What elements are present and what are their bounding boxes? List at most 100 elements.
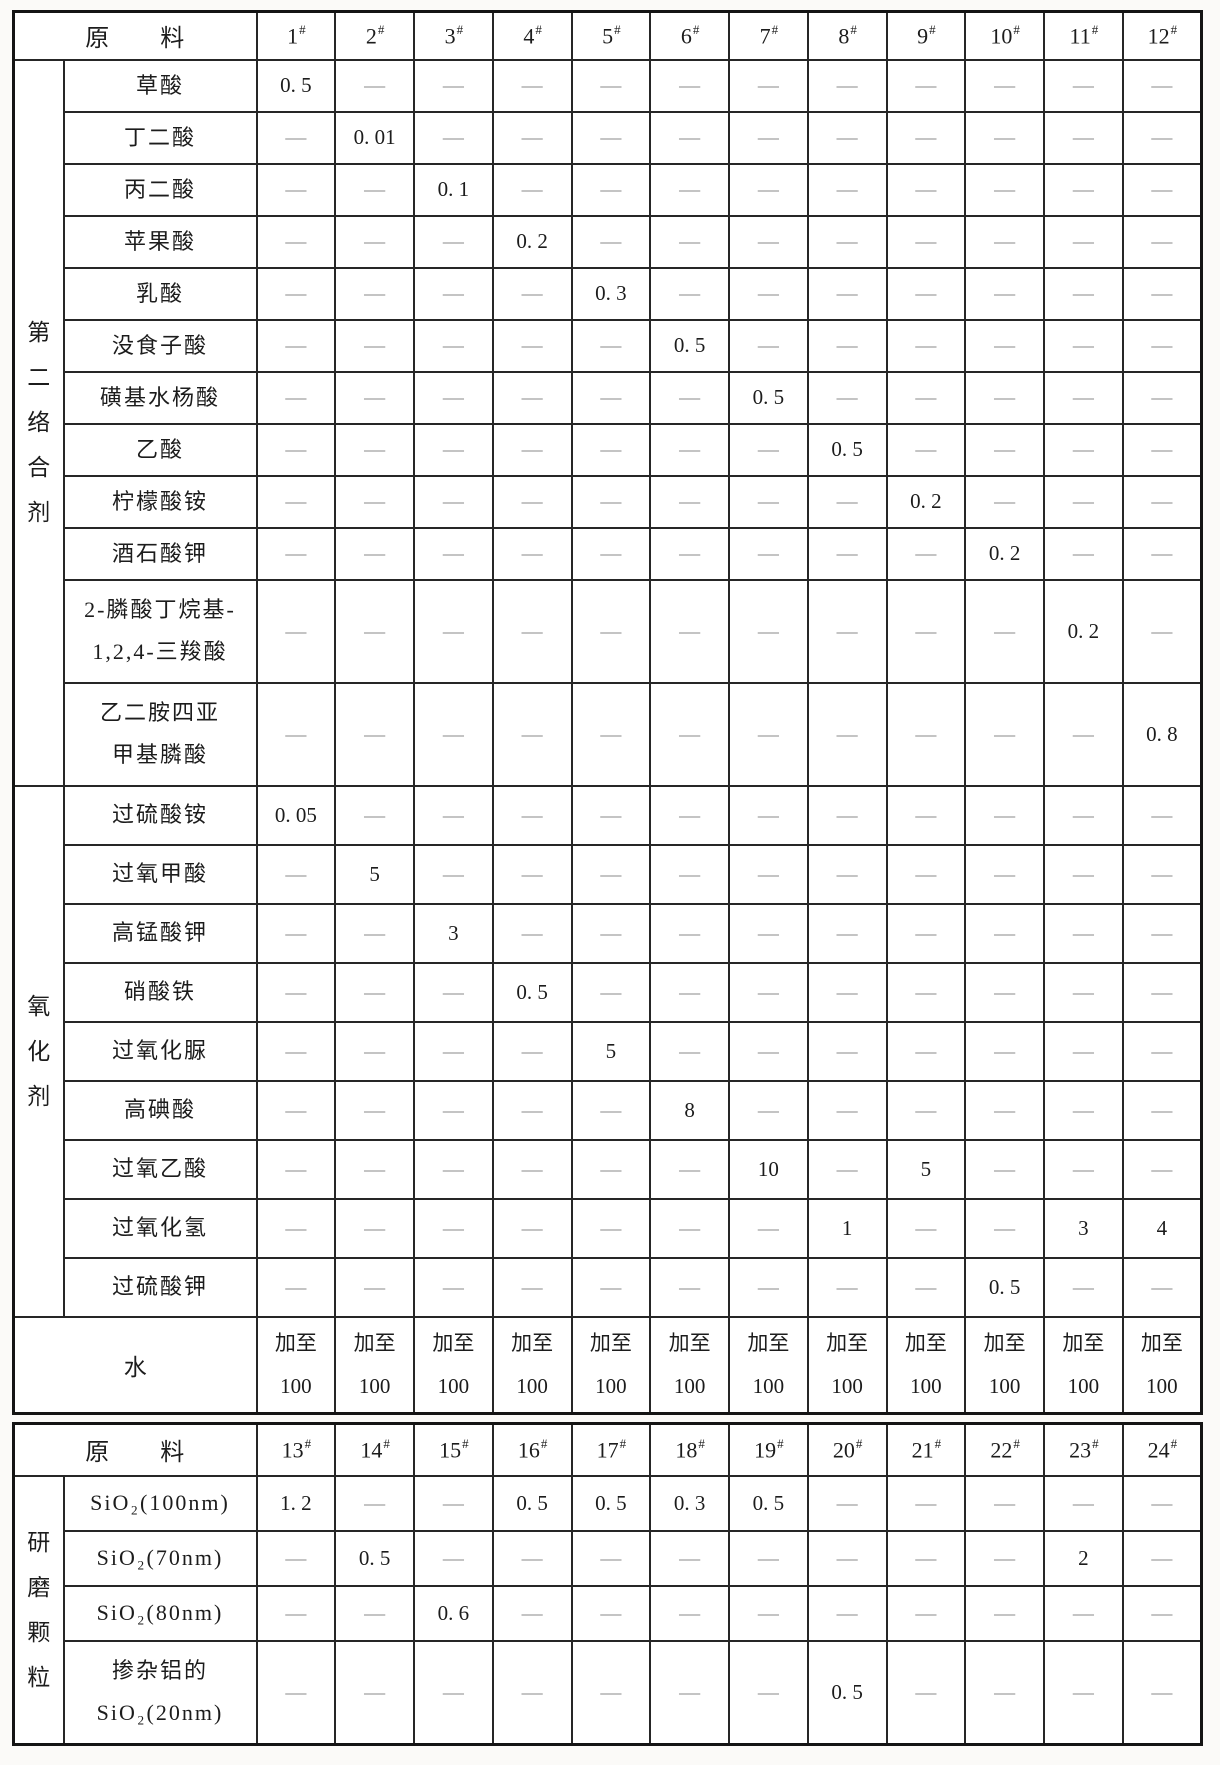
amount-cell: 10 xyxy=(728,1138,809,1200)
water-amount-line: 100 xyxy=(1067,1373,1100,1398)
group-label-char: 粒 xyxy=(27,1664,51,1690)
empty-amount-cell: — xyxy=(570,162,652,217)
empty-amount-cell: — xyxy=(964,1639,1045,1746)
empty-amount-cell: — xyxy=(964,162,1045,217)
empty-amount-cell: — xyxy=(334,214,415,269)
sample-number: 14 xyxy=(360,1436,383,1462)
empty-amount-cell: — xyxy=(491,1639,573,1746)
material-name: 乙酸 xyxy=(62,422,258,477)
group-label: 研磨颗粒 xyxy=(12,1474,65,1746)
amount-cell: 4 xyxy=(1121,1197,1203,1259)
sample-column-header: 13# xyxy=(255,1422,337,1477)
empty-amount-cell: — xyxy=(806,1584,888,1642)
sample-number: 21 xyxy=(911,1436,934,1462)
empty-amount-cell: — xyxy=(1043,266,1124,321)
empty-amount-cell: — xyxy=(413,318,494,373)
empty-amount-cell: — xyxy=(649,162,730,217)
hash-mark: # xyxy=(462,1435,469,1451)
material-name-line: SiO₂(20nm) xyxy=(96,1700,224,1726)
empty-amount-cell: — xyxy=(1121,961,1203,1023)
material-name-line: 1,2,4-三羧酸 xyxy=(92,639,228,664)
empty-amount-cell: — xyxy=(1043,1079,1124,1141)
empty-amount-cell: — xyxy=(1043,58,1124,113)
empty-amount-cell: — xyxy=(649,843,730,905)
sample-column-header: 10# xyxy=(964,10,1045,61)
empty-amount-cell: — xyxy=(255,370,337,425)
empty-amount-cell: — xyxy=(885,578,967,684)
table-row: 硝酸铁 — — —0. 5— — — — — — — — xyxy=(14,961,1203,1023)
empty-amount-cell: — xyxy=(570,474,652,529)
empty-amount-cell: — xyxy=(806,843,888,905)
empty-amount-cell: — xyxy=(1121,526,1203,581)
empty-amount-cell: — xyxy=(1043,1474,1124,1532)
empty-amount-cell: — xyxy=(964,578,1045,684)
empty-amount-cell: — xyxy=(1043,681,1124,787)
empty-amount-cell: — xyxy=(649,578,730,684)
sample-number: 7 xyxy=(759,22,771,48)
hash-mark: # xyxy=(1092,1435,1099,1451)
empty-amount-cell: — xyxy=(806,318,888,373)
sample-column-header: 3# xyxy=(413,10,494,61)
empty-amount-cell: — xyxy=(964,422,1045,477)
water-amount-line: 100 xyxy=(1146,1373,1178,1398)
sample-column-header: 4# xyxy=(491,10,573,61)
material-name: 草酸 xyxy=(62,58,258,113)
group-label-char: 二 xyxy=(27,365,51,390)
empty-amount-cell: — xyxy=(491,578,573,684)
material-name: 苹果酸 xyxy=(62,214,258,269)
empty-amount-cell: — xyxy=(1043,1138,1124,1200)
material-name: 2-膦酸丁烷基- 1,2,4-三羧酸 xyxy=(62,578,258,684)
empty-amount-cell: — xyxy=(1121,1529,1203,1587)
empty-amount-cell: — xyxy=(806,1474,888,1532)
empty-amount-cell: — xyxy=(728,58,809,113)
empty-amount-cell: — xyxy=(491,58,573,113)
empty-amount-cell: — xyxy=(255,681,337,787)
empty-amount-cell: — xyxy=(413,681,494,787)
empty-amount-cell: — xyxy=(964,1474,1045,1532)
hash-mark: # xyxy=(619,1435,627,1451)
empty-amount-cell: — xyxy=(649,1020,730,1082)
material-name: 掺杂铝的 SiO₂(20nm) xyxy=(62,1639,258,1746)
hash-mark: # xyxy=(934,1435,942,1451)
material-name-line: SiO₂(70nm) xyxy=(96,1545,224,1570)
table-row: 丙二酸 — —0. 1— — — — — — — — — xyxy=(14,162,1203,217)
material-name: 没食子酸 xyxy=(62,318,258,373)
amount-cell: 5 xyxy=(885,1138,967,1200)
sample-number: 15 xyxy=(439,1436,462,1462)
hash-mark: # xyxy=(299,21,306,37)
empty-amount-cell: — xyxy=(255,1529,337,1587)
material-name-line: 乳酸 xyxy=(135,280,184,306)
empty-amount-cell: — xyxy=(413,1639,494,1746)
sample-number: 22 xyxy=(990,1436,1013,1462)
sample-number: 12 xyxy=(1147,22,1170,48)
empty-amount-cell: — xyxy=(649,1529,730,1587)
table-row: 过硫酸钾 — — — — — — — — —0. 5— — xyxy=(14,1256,1203,1318)
empty-amount-cell: — xyxy=(649,422,730,477)
empty-amount-cell: — xyxy=(570,110,652,165)
empty-amount-cell: — xyxy=(491,162,573,217)
empty-amount-cell: — xyxy=(334,1639,415,1746)
sample-number: 6 xyxy=(680,22,692,48)
empty-amount-cell: — xyxy=(334,1020,415,1082)
empty-amount-cell: — xyxy=(728,902,809,964)
amount-cell: 0. 5 xyxy=(964,1256,1045,1318)
empty-amount-cell: — xyxy=(491,1079,573,1141)
empty-amount-cell: — xyxy=(334,681,415,787)
raw-material-header: 原 料 xyxy=(12,1422,258,1477)
amount-cell: 0. 2 xyxy=(1043,578,1124,684)
water-amount-line: 100 xyxy=(280,1373,312,1398)
table-row: SiO₂(80nm) — —0. 6— — — — — — — — — xyxy=(14,1584,1203,1642)
amount-cell: 0. 5 xyxy=(255,58,337,113)
material-name: 酒石酸钾 xyxy=(62,526,258,581)
hash-mark: # xyxy=(692,21,700,37)
amount-cell: 0. 6 xyxy=(413,1584,494,1642)
group-label-char: 氧 xyxy=(27,993,51,1019)
sample-column-header: 16# xyxy=(491,1422,573,1477)
empty-amount-cell: — xyxy=(1121,578,1203,684)
empty-amount-cell: — xyxy=(491,422,573,477)
empty-amount-cell: — xyxy=(649,1197,730,1259)
empty-amount-cell: — xyxy=(255,1584,337,1642)
hash-mark: # xyxy=(1013,1435,1020,1451)
material-name-line: 乙二胺四亚 xyxy=(99,700,220,725)
empty-amount-cell: — xyxy=(570,1639,652,1746)
